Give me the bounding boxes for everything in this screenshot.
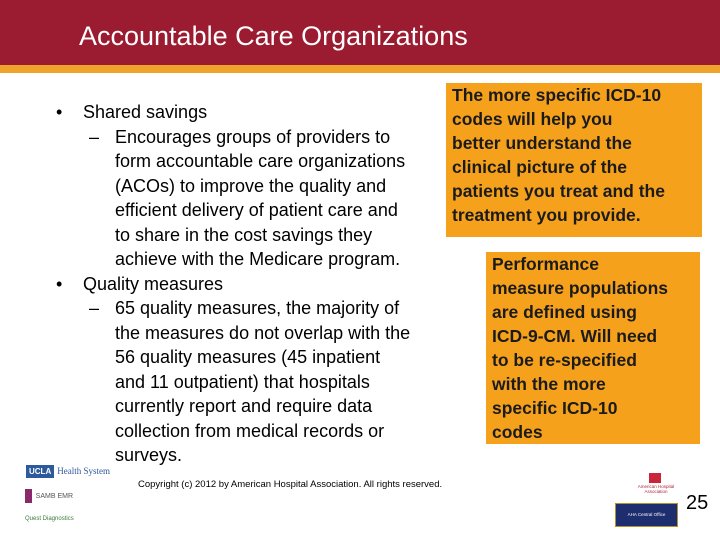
- sub-line: to share in the cost savings they: [115, 224, 373, 245]
- sub-line: 65 quality measures, the majority of: [115, 298, 400, 318]
- sub-line: (ACOs) to improve the quality and: [115, 175, 387, 196]
- ucla-health-logo: UCLA Health System: [26, 462, 110, 480]
- quest-text: Quest Diagnostics: [25, 516, 74, 522]
- aha-central-office-text: AHA Central Office: [627, 512, 666, 517]
- callout-performance-text: Performance measure populations are defi…: [492, 254, 669, 442]
- ucla-text: Health System: [57, 466, 110, 476]
- copyright-notice: Copyright (c) 2012 by American Hospital …: [138, 479, 443, 490]
- sub-line: and 11 outpatient) that hospitals: [115, 371, 370, 392]
- bullet-label: Shared savings: [83, 102, 208, 122]
- sem-text: SAMB EMR: [35, 492, 73, 500]
- sub-line: currently report and require data: [115, 396, 373, 416]
- sub-bullet-quality-measures: – 65 quality measures, the majority of t…: [56, 296, 456, 468]
- bullet-shared-savings: Shared savings: [56, 100, 456, 125]
- sub-line: form accountable care organizations: [115, 151, 406, 171]
- callout-icd10-text: The more specific ICD-10 codes will help…: [452, 85, 665, 225]
- aha-logo: American Hospital Association: [627, 473, 685, 499]
- title-bar: Accountable Care Organizations: [0, 0, 720, 65]
- aha-text: American Hospital Association: [637, 484, 675, 494]
- page-number: 25: [686, 492, 709, 514]
- sub-line: Encourages groups of providers to: [115, 126, 391, 147]
- sub-bullet-shared-savings: – Encourages groups of providers to form…: [56, 125, 456, 272]
- sub-line: collection from medical records or: [115, 420, 385, 441]
- ucla-mark: UCLA: [26, 464, 55, 478]
- accent-strip: [0, 65, 720, 73]
- sub-line: achieve with the Medicare program.: [115, 249, 401, 269]
- quest-logo: Quest Diagnostics: [22, 511, 74, 527]
- dash-marker: –: [89, 126, 100, 147]
- aha-central-office-logo: AHA Central Office: [615, 503, 678, 527]
- aha-flag-icon: [649, 473, 661, 483]
- sub-line: surveys.: [115, 445, 183, 465]
- slide-content: Shared savings – Encourages groups of pr…: [56, 100, 456, 468]
- sem-logo: SAMB EMR: [25, 487, 73, 505]
- bullet-quality-measures: Quality measures: [56, 272, 456, 297]
- callout-icd10-box: The more specific ICD-10 codes will help…: [446, 83, 702, 237]
- callout-performance-box: Performance measure populations are defi…: [486, 252, 700, 444]
- sub-line: the measures do not overlap with the: [115, 322, 411, 343]
- sub-line: 56 quality measures (45 inpatient: [115, 347, 381, 367]
- sub-line: efficient delivery of patient care and: [115, 200, 398, 220]
- bullet-label: Quality measures: [83, 273, 224, 294]
- dash-marker: –: [89, 298, 100, 318]
- slide-title: Accountable Care Organizations: [79, 21, 468, 51]
- sem-mark: [25, 489, 32, 503]
